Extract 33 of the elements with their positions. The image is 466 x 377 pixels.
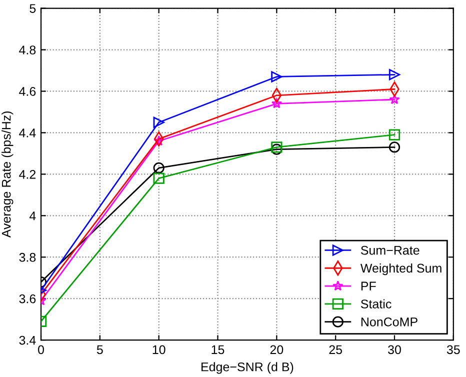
x-axis-title: Edge−SNR (d B)	[202, 362, 294, 374]
legend-label: Sum−Rate	[360, 246, 420, 255]
point	[154, 135, 164, 146]
point	[388, 129, 400, 140]
x-tick-label: 30	[388, 345, 401, 354]
x-tick-label: 35	[446, 345, 460, 354]
legend-label: Static	[360, 299, 392, 308]
x-tick-label: 5	[96, 345, 103, 354]
x-tick-label: 15	[212, 345, 224, 354]
point	[388, 69, 400, 80]
y-tick-label: 4.2	[19, 170, 36, 179]
y-tick-label: 3.4	[19, 336, 36, 345]
y-tick-label: 3.6	[19, 294, 36, 304]
point	[271, 71, 282, 82]
x-tick-label: 20	[270, 345, 284, 354]
y-tick-label: 3.8	[19, 252, 36, 262]
y-axis-title: Average Rate (bps/Hz)	[2, 111, 14, 238]
legend-label: NonCoMP	[361, 317, 418, 326]
y-tick-label: 4.6	[19, 87, 36, 96]
legend-label: PF	[361, 282, 376, 290]
point	[153, 172, 164, 184]
point	[153, 162, 164, 174]
x-tick-label: 10	[152, 345, 166, 354]
point	[388, 142, 400, 153]
y-tick-label: 4.4	[19, 128, 36, 138]
legend-label: Weighted Sum	[360, 263, 442, 276]
point	[271, 98, 282, 108]
y-tick-label: 4	[29, 212, 36, 220]
x-tick-label: 25	[329, 345, 342, 354]
point	[153, 116, 164, 128]
x-tick-label: 0	[38, 345, 44, 354]
y-tick-label: 5	[30, 4, 36, 13]
y-tick-label: 4.8	[19, 46, 36, 54]
